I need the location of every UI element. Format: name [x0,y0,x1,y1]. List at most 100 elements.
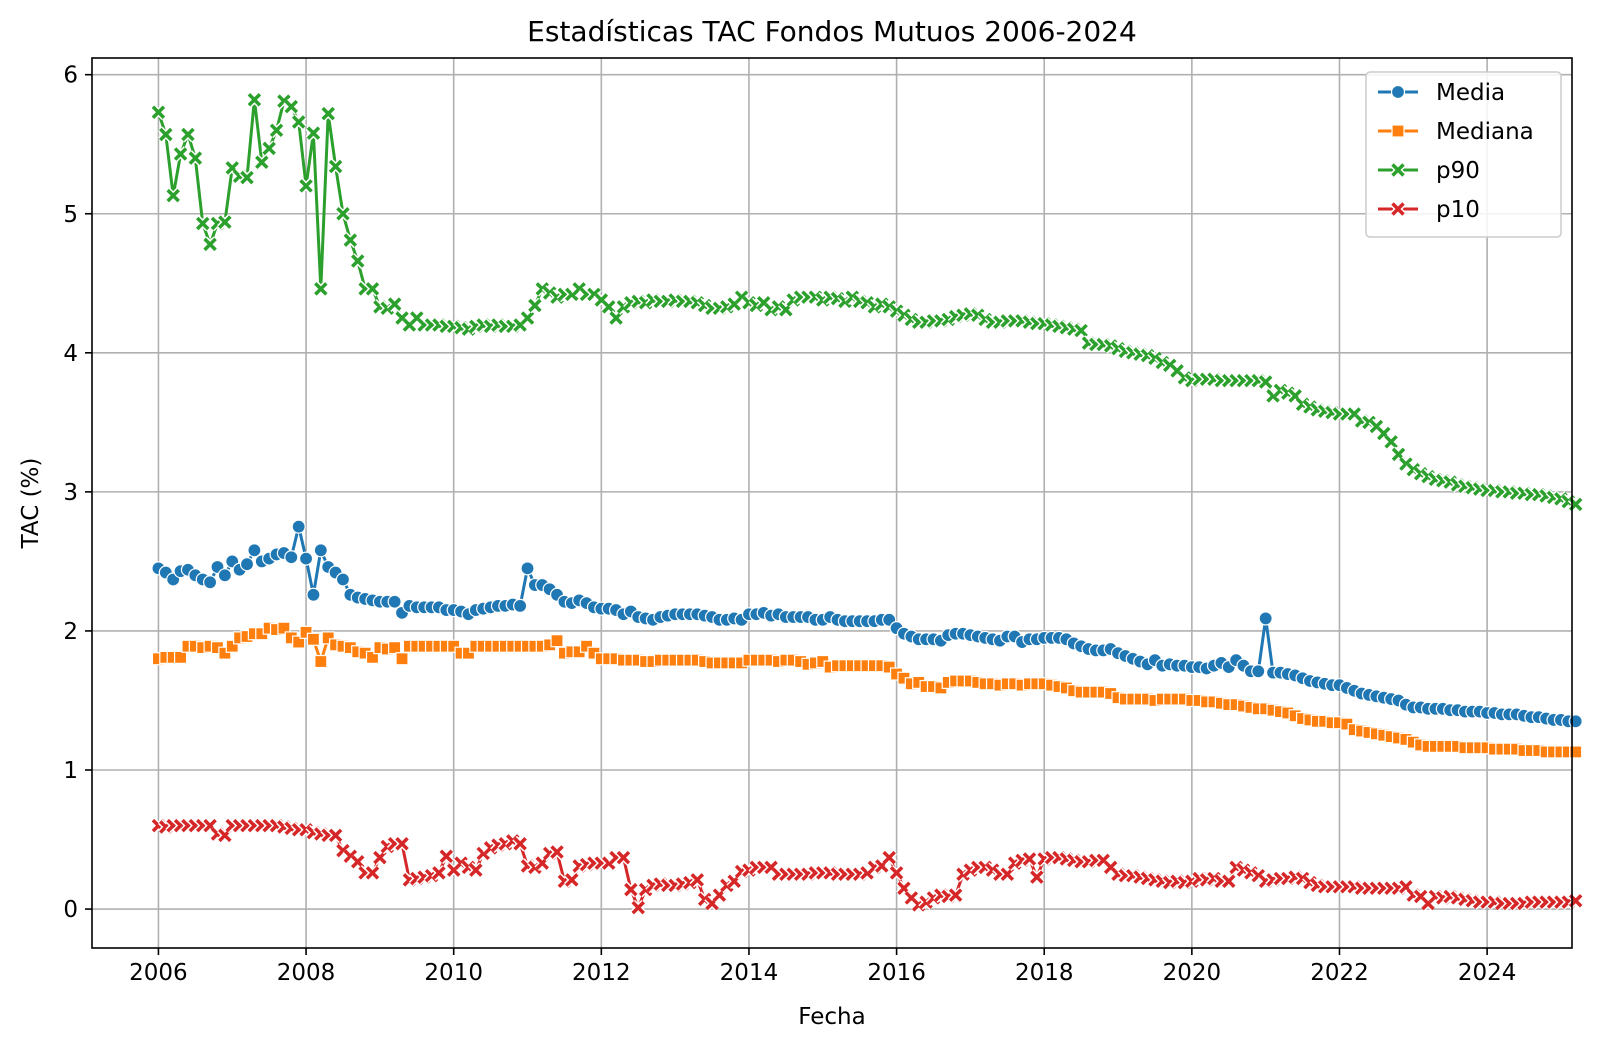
data-point-p10 [1021,851,1038,867]
data-point-media [203,575,218,590]
x-tick-label: 2012 [572,960,631,986]
legend-label: p90 [1436,158,1480,184]
data-point-p10 [1220,873,1237,890]
data-point-p10 [512,835,528,852]
x-tick-label: 2014 [720,960,779,986]
data-point-p90 [194,215,211,232]
data-point-p90 [172,146,189,162]
series-lines [150,91,1584,916]
data-point-p10 [888,865,905,881]
y-tick-label: 4 [63,341,78,367]
data-point-p90 [320,105,337,122]
data-point-media [520,561,535,576]
data-point-mediana [306,632,321,646]
data-point-p10 [327,827,344,844]
y-tick-label: 1 [63,758,78,784]
data-point-p10 [564,872,580,888]
data-point-p90 [608,310,624,326]
legend-marker [1390,201,1406,217]
data-point-media [513,598,528,614]
data-point-p10 [438,848,455,865]
data-point-p90 [527,297,543,314]
x-tick-label: 2016 [867,960,926,986]
data-point-p10 [623,881,639,898]
legend-label: Media [1436,80,1505,106]
plot-area-frame [91,57,1573,949]
x-tick-label: 2018 [1015,960,1074,986]
data-point-p90 [386,296,403,312]
data-point-p10 [394,835,410,852]
data-point-mediana [365,650,380,664]
data-point-p90 [187,150,204,166]
y-tick-label: 0 [63,897,78,923]
legend-item-mediana: Mediana [1378,119,1534,145]
x-tick-label: 2010 [424,960,483,986]
y-tick-label: 6 [63,63,78,89]
data-point-p90 [217,214,233,230]
data-point-mediana [395,652,409,666]
data-point-p90 [253,154,270,171]
data-point-p10 [1029,869,1045,885]
data-point-media [291,519,306,534]
data-point-p10 [630,899,647,916]
legend-label: Mediana [1436,119,1534,145]
legend-marker [1391,124,1405,138]
x-tick-label: 2022 [1310,960,1369,986]
data-point-p90 [150,104,167,121]
data-point-p90 [305,125,322,141]
data-point-media [1251,664,1266,679]
data-point-p90 [1073,322,1089,339]
data-point-p90 [313,281,329,297]
legend-item-p90: p90 [1378,158,1480,184]
data-point-mediana [277,621,291,635]
data-point-p90 [202,236,218,253]
data-point-p10 [947,887,964,903]
data-point-mediana [388,641,402,655]
legend-item-p10: p10 [1378,197,1480,223]
legend-label: p10 [1436,197,1480,223]
data-point-mediana [292,635,306,649]
data-point-p90 [158,126,174,143]
series-p90 [150,91,1584,513]
data-point-p10 [468,862,484,878]
data-point-p10 [431,865,447,881]
legend-marker [1390,84,1406,100]
x-tick-label: 2020 [1163,960,1222,986]
x-tick-label: 2024 [1458,960,1517,986]
data-point-media [335,572,351,587]
data-point-p90 [335,205,351,222]
data-point-p90 [239,169,255,186]
x-axis-title: Fecha [798,1004,865,1030]
data-point-mediana [314,654,328,669]
data-point-media [1258,611,1273,626]
data-point-media [306,587,321,602]
data-point-p10 [999,866,1016,883]
x-tick-label: 2008 [277,960,336,986]
data-point-p90 [246,91,263,108]
legend-marker [1390,162,1406,178]
data-point-media [298,551,314,566]
data-point-p90 [165,187,181,204]
y-tick-label: 2 [63,619,78,645]
series-line-p10 [158,824,1576,910]
data-point-media [1568,714,1583,729]
data-point-mediana [173,650,188,664]
data-point-p10 [881,849,898,866]
y-tick-label: 5 [63,202,78,228]
data-point-p90 [349,253,366,269]
x-axis-ticks: 2006 2008 2010 2012 2014 2016 2018 2020 2022 2024 [129,948,1516,986]
data-point-p10 [615,849,632,866]
y-axis-ticks: 0 1 2 3 4 5 6 [63,63,92,923]
y-axis-title: TAC (%) [18,458,44,550]
data-point-p10 [549,844,565,860]
data-point-p10 [349,853,366,870]
data-point-media [217,568,232,583]
data-point-media [284,550,299,565]
data-point-media [387,594,402,609]
chart-title: Estadísticas TAC Fondos Mutuos 2006-2024 [527,15,1137,48]
data-point-p10 [364,865,381,881]
data-point-mediana [550,634,564,648]
data-point-p90 [327,158,344,175]
data-point-p90 [180,126,196,143]
